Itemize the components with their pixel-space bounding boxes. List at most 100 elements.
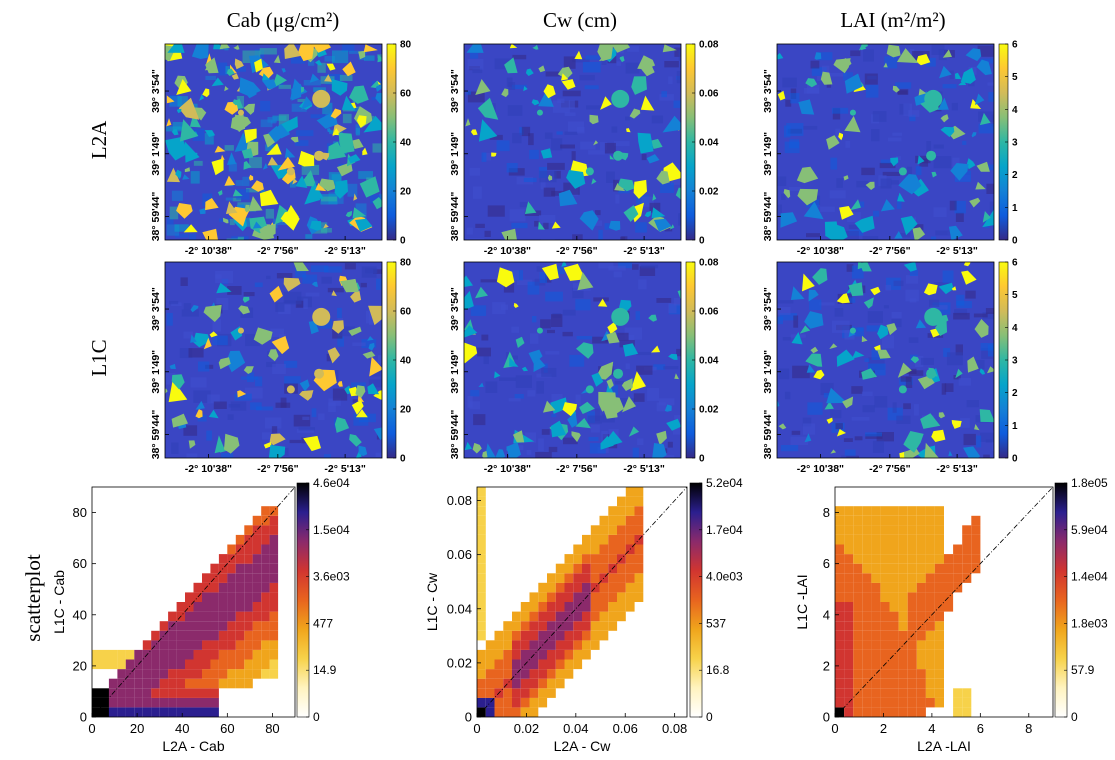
density-cell [235,678,245,689]
density-cell [151,697,160,708]
density-cell [218,669,228,679]
colorbar-tick-label: 2 [1012,170,1018,181]
density-cell [176,678,186,689]
density-cell [193,602,202,612]
density-cells [835,506,981,717]
density-cell [244,649,253,660]
density-cell [244,678,253,689]
colorbar-tick-label: 4 [1012,105,1018,116]
density-cell [590,611,600,622]
density-cell [880,534,890,545]
density-cell [907,669,917,679]
density-cell [108,707,118,717]
density-cell [117,659,126,670]
density-cell [907,573,917,583]
density-cell [193,707,202,717]
density-cell [880,630,890,641]
density-cell [925,630,935,641]
density-cell [252,611,262,622]
density-cell [185,640,194,650]
density-cell [244,525,253,535]
map-y-tick-label: 39° 1'49" [150,132,162,176]
density-cell [252,573,262,583]
density-cell [953,707,963,717]
map-y-tick-label: 38° 59'44" [762,192,774,242]
density-cell [210,707,219,717]
density-cell [880,525,890,535]
density-cell [634,515,644,526]
density-cell [599,621,609,631]
density-cell [202,669,211,679]
density-cell [916,678,926,689]
density-cell [962,688,972,698]
density-cell [582,611,591,622]
density-cell [227,582,236,593]
density-cell [555,611,565,622]
density-cell [168,630,177,641]
density-cell [269,669,279,679]
map-colorbar: 80 60 40 20 0 [386,258,412,465]
density-cell [871,582,881,593]
y-axis-label: L1C - Cw [424,572,440,631]
colorbar-tick-label: 16.8 [706,663,730,677]
density-cell [193,688,202,698]
colorbar-tick-label: 60 [400,89,412,100]
density-cell [261,669,270,679]
density-cell [573,582,583,593]
density-cell [617,611,626,622]
density-cell [925,554,935,564]
density-cell [193,659,202,670]
density-cell [159,678,169,689]
density-cell [898,602,908,612]
density-cell [907,544,917,555]
y-tick-label: 2 [823,658,830,673]
map-x-tick-label: -2° 10'38" [185,463,232,475]
density-cell [608,506,618,516]
density-cell [529,592,539,602]
density-cell [934,554,944,564]
density-cell [269,621,279,631]
density-cell [844,592,854,602]
density-cell [625,534,635,545]
density-cell [844,582,854,593]
density-cell [871,659,881,670]
density-cell [520,621,530,631]
density-cell [185,669,194,679]
density-cell [871,669,881,679]
density-cell [853,506,863,516]
density-cell [835,554,845,564]
density-cell [108,649,118,660]
density-cell [477,554,486,564]
density-cell [871,611,881,622]
density-cell [92,697,101,708]
density-cell [934,640,944,650]
scatter-panel-cw: 0 0.02 0.04 0.06 0.08 0 0.02 0.04 0.06 0.08 L2A - … [424,476,743,754]
density-cell [529,611,539,622]
density-cell [853,678,863,689]
density-cell [261,554,270,564]
density-cell [227,669,236,679]
density-cell [176,659,186,670]
density-cell [934,630,944,641]
density-cell [916,573,926,583]
density-cell [844,534,854,545]
density-cell [269,525,279,535]
one-to-one-line [834,486,1054,718]
x-tick-label: 0.06 [613,721,638,736]
density-cell [512,678,521,689]
density-cell [269,582,279,593]
y-tick-label: 0.06 [447,547,472,562]
density-cell [555,640,565,650]
density-cell [252,554,262,564]
density-cell [880,707,890,717]
density-cell [590,563,600,574]
density-cell [134,688,143,698]
density-cell [862,582,872,593]
density-cell [151,669,160,679]
density-cell [185,707,194,717]
density-cell [898,573,908,583]
density-cell [934,515,944,526]
density-cell [608,582,618,593]
density-cell [477,659,486,670]
density-cell [590,582,600,593]
